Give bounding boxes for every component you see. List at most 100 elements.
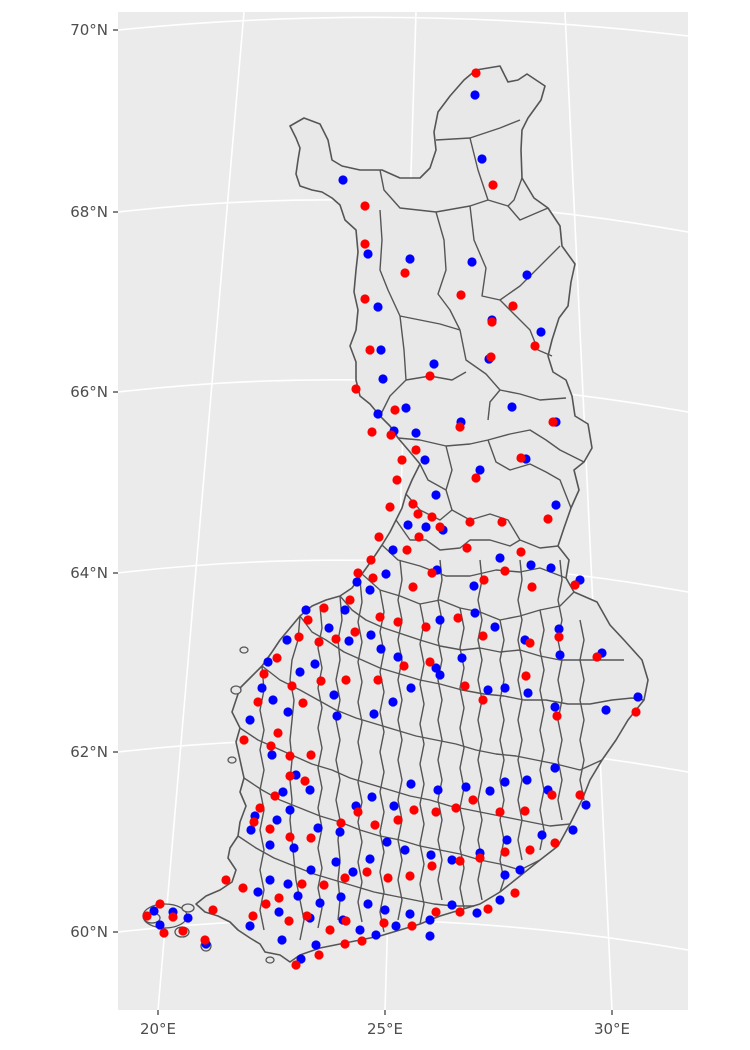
point-marker-red xyxy=(547,790,557,800)
point-marker-red xyxy=(508,301,518,311)
point-marker-blue xyxy=(431,663,441,673)
point-marker-red xyxy=(408,499,418,509)
point-marker-red xyxy=(495,807,505,817)
point-marker-red xyxy=(285,751,295,761)
point-marker-red xyxy=(456,290,466,300)
point-marker-red xyxy=(400,268,410,278)
point-marker-red xyxy=(255,803,265,813)
point-marker-blue xyxy=(469,581,479,591)
point-marker-blue xyxy=(277,935,287,945)
y-tick-label: 64°N xyxy=(70,564,108,582)
point-marker-blue xyxy=(274,907,284,917)
point-marker-blue xyxy=(371,930,381,940)
point-marker-blue xyxy=(373,302,383,312)
point-marker-blue xyxy=(461,782,471,792)
border-line xyxy=(487,439,572,509)
point-marker-blue xyxy=(311,940,321,950)
point-marker-blue xyxy=(405,254,415,264)
point-marker-red xyxy=(471,68,481,78)
point-marker-red xyxy=(297,879,307,889)
point-marker-red xyxy=(530,341,540,351)
point-marker-red xyxy=(340,939,350,949)
point-marker-blue xyxy=(282,635,292,645)
point-marker-blue xyxy=(435,615,445,625)
border-line xyxy=(539,609,545,851)
border-line xyxy=(435,211,461,331)
point-marker-red xyxy=(510,888,520,898)
point-marker-blue xyxy=(388,697,398,707)
point-marker-blue xyxy=(500,777,510,787)
point-marker-blue xyxy=(376,644,386,654)
point-marker-red xyxy=(366,555,376,565)
point-marker-blue xyxy=(551,500,561,510)
point-marker-red xyxy=(350,627,360,637)
point-marker-blue xyxy=(502,835,512,845)
point-marker-red xyxy=(497,517,507,527)
point-marker-blue xyxy=(485,786,495,796)
point-marker-red xyxy=(386,430,396,440)
point-marker-blue xyxy=(554,624,564,634)
point-marker-red xyxy=(500,566,510,576)
point-marker-red xyxy=(273,728,283,738)
border-line xyxy=(435,119,521,141)
point-marker-red xyxy=(399,661,409,671)
point-marker-red xyxy=(265,824,275,834)
point-marker-red xyxy=(303,615,313,625)
point-marker-red xyxy=(249,817,259,827)
point-marker-blue xyxy=(470,90,480,100)
point-marker-red xyxy=(221,875,231,885)
point-marker-blue xyxy=(253,887,263,897)
point-marker-blue xyxy=(388,545,398,555)
point-marker-blue xyxy=(267,750,277,760)
point-marker-red xyxy=(367,427,377,437)
point-marker-red xyxy=(314,950,324,960)
point-marker-red xyxy=(319,603,329,613)
x-tick-label: 30°E xyxy=(594,1020,630,1038)
point-marker-red xyxy=(478,631,488,641)
point-marker-red xyxy=(525,638,535,648)
point-marker-blue xyxy=(331,857,341,867)
point-marker-red xyxy=(238,883,248,893)
point-marker-red xyxy=(631,707,641,717)
point-marker-red xyxy=(392,475,402,485)
border-line xyxy=(395,519,521,551)
point-marker-blue xyxy=(495,895,505,905)
point-marker-blue xyxy=(338,175,348,185)
point-marker-blue xyxy=(246,825,256,835)
coastal-island xyxy=(227,756,237,764)
point-marker-red xyxy=(414,532,424,542)
point-marker-red xyxy=(178,926,188,936)
border-line xyxy=(445,445,559,549)
point-marker-blue xyxy=(633,692,643,702)
point-marker-red xyxy=(475,853,485,863)
point-marker-blue xyxy=(447,900,457,910)
point-marker-red xyxy=(239,735,249,745)
point-marker-blue xyxy=(336,892,346,902)
point-marker-red xyxy=(373,675,383,685)
border-line xyxy=(379,169,489,213)
point-marker-red xyxy=(383,873,393,883)
border-line xyxy=(579,619,585,801)
point-marker-blue xyxy=(367,792,377,802)
point-marker-blue xyxy=(429,359,439,369)
point-marker-red xyxy=(353,568,363,578)
point-marker-blue xyxy=(293,891,303,901)
point-marker-red xyxy=(285,771,295,781)
point-marker-red xyxy=(527,582,537,592)
border-line xyxy=(243,777,541,871)
point-marker-red xyxy=(357,936,367,946)
point-marker-red xyxy=(548,417,558,427)
y-tick-label: 68°N xyxy=(70,203,108,221)
y-tick-label: 62°N xyxy=(70,743,108,761)
point-marker-blue xyxy=(363,899,373,909)
border-line xyxy=(317,605,323,929)
point-marker-red xyxy=(300,776,310,786)
border-line xyxy=(419,463,447,491)
point-marker-blue xyxy=(536,327,546,337)
point-marker-red xyxy=(525,845,535,855)
border-line xyxy=(299,615,645,705)
border-line xyxy=(237,835,474,907)
point-marker-red xyxy=(397,455,407,465)
border-line xyxy=(459,329,501,421)
point-marker-blue xyxy=(403,520,413,530)
